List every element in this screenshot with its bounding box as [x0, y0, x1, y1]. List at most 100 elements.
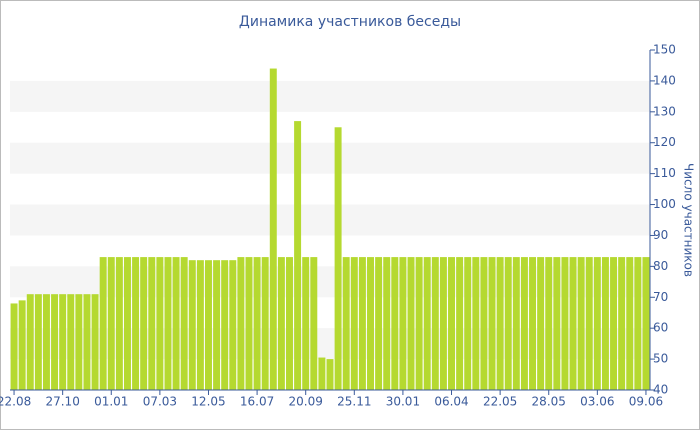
bar	[148, 257, 156, 390]
bar	[156, 257, 164, 390]
x-tick-label: 27.10	[45, 395, 79, 409]
x-tick-label: 12.05	[191, 395, 225, 409]
chart-title: Динамика участников беседы	[239, 14, 461, 30]
x-tick-label: 25.11	[337, 395, 371, 409]
bar	[229, 260, 237, 390]
y-tick-label: 40	[653, 383, 668, 397]
bar	[164, 257, 172, 390]
bar	[204, 260, 212, 390]
bar	[221, 260, 229, 390]
x-tick-label: 16.07	[240, 395, 274, 409]
bar	[269, 68, 277, 390]
bar	[512, 257, 520, 390]
x-tick-label: 20.09	[289, 395, 323, 409]
bar	[294, 121, 302, 390]
x-tick-label: 30.01	[386, 395, 420, 409]
bar	[375, 257, 383, 390]
y-tick-label: 150	[653, 43, 676, 57]
y-tick-label: 80	[653, 259, 668, 273]
bar	[439, 257, 447, 390]
bar	[237, 257, 245, 390]
bar	[245, 257, 253, 390]
grid-band	[10, 204, 650, 236]
grid-band	[10, 142, 650, 174]
y-tick-label: 100	[653, 197, 676, 211]
bar	[107, 257, 115, 390]
bar	[537, 257, 545, 390]
bar	[391, 257, 399, 390]
bar	[618, 257, 626, 390]
bar	[423, 257, 431, 390]
bar	[448, 257, 456, 390]
bar	[67, 294, 75, 390]
x-tick-label: 28.05	[532, 395, 566, 409]
x-tick-label: 03.06	[580, 395, 614, 409]
y-tick-label: 110	[653, 166, 676, 180]
bar	[132, 257, 140, 390]
bar	[51, 294, 59, 390]
bar	[561, 257, 569, 390]
bar	[26, 294, 34, 390]
x-tick-label: 01.01	[94, 395, 128, 409]
bar	[310, 257, 318, 390]
bar	[302, 257, 310, 390]
bar	[318, 357, 326, 390]
bar	[34, 294, 42, 390]
y-tick-label: 70	[653, 290, 668, 304]
bar	[399, 257, 407, 390]
bar	[99, 257, 107, 390]
bar	[480, 257, 488, 390]
bar	[601, 257, 609, 390]
x-tick-label: 22.08	[0, 395, 31, 409]
bar	[642, 257, 650, 390]
bar	[553, 257, 561, 390]
bar	[504, 257, 512, 390]
bar	[83, 294, 91, 390]
bar	[626, 257, 634, 390]
y-tick-label: 50	[653, 352, 668, 366]
bar	[407, 257, 415, 390]
y-tick-label: 120	[653, 135, 676, 149]
bar	[140, 257, 148, 390]
x-tick-label: 09.06	[629, 395, 663, 409]
bar	[569, 257, 577, 390]
x-tick-label: 06.04	[434, 395, 468, 409]
bar	[610, 257, 618, 390]
bar	[367, 257, 374, 390]
bar	[431, 257, 439, 390]
bar	[326, 359, 334, 390]
bar	[123, 257, 131, 390]
bar	[585, 257, 593, 390]
bar	[577, 257, 585, 390]
bar	[456, 257, 464, 390]
bar	[180, 257, 188, 390]
bar	[286, 257, 293, 390]
bar	[488, 257, 496, 390]
bar	[358, 257, 366, 390]
bar	[464, 257, 472, 390]
bar	[545, 257, 553, 390]
bar	[91, 294, 99, 390]
bar	[59, 294, 67, 390]
y-tick-label: 60	[653, 321, 668, 335]
bar	[10, 303, 18, 390]
bar	[196, 260, 204, 390]
bar	[253, 257, 261, 390]
bar	[472, 257, 480, 390]
x-tick-label: 22.05	[483, 395, 517, 409]
y-tick-label: 90	[653, 228, 668, 242]
y-tick-label: 140	[653, 73, 676, 87]
bar	[42, 294, 50, 390]
y-axis-title: Число участников	[682, 163, 696, 277]
bar	[334, 127, 342, 390]
bar	[496, 257, 504, 390]
bar	[261, 257, 269, 390]
bar	[593, 257, 601, 390]
bar	[172, 257, 180, 390]
bar	[18, 300, 26, 390]
y-tick-label: 130	[653, 104, 676, 118]
bar	[350, 257, 358, 390]
bar	[75, 294, 83, 390]
bar	[634, 257, 642, 390]
